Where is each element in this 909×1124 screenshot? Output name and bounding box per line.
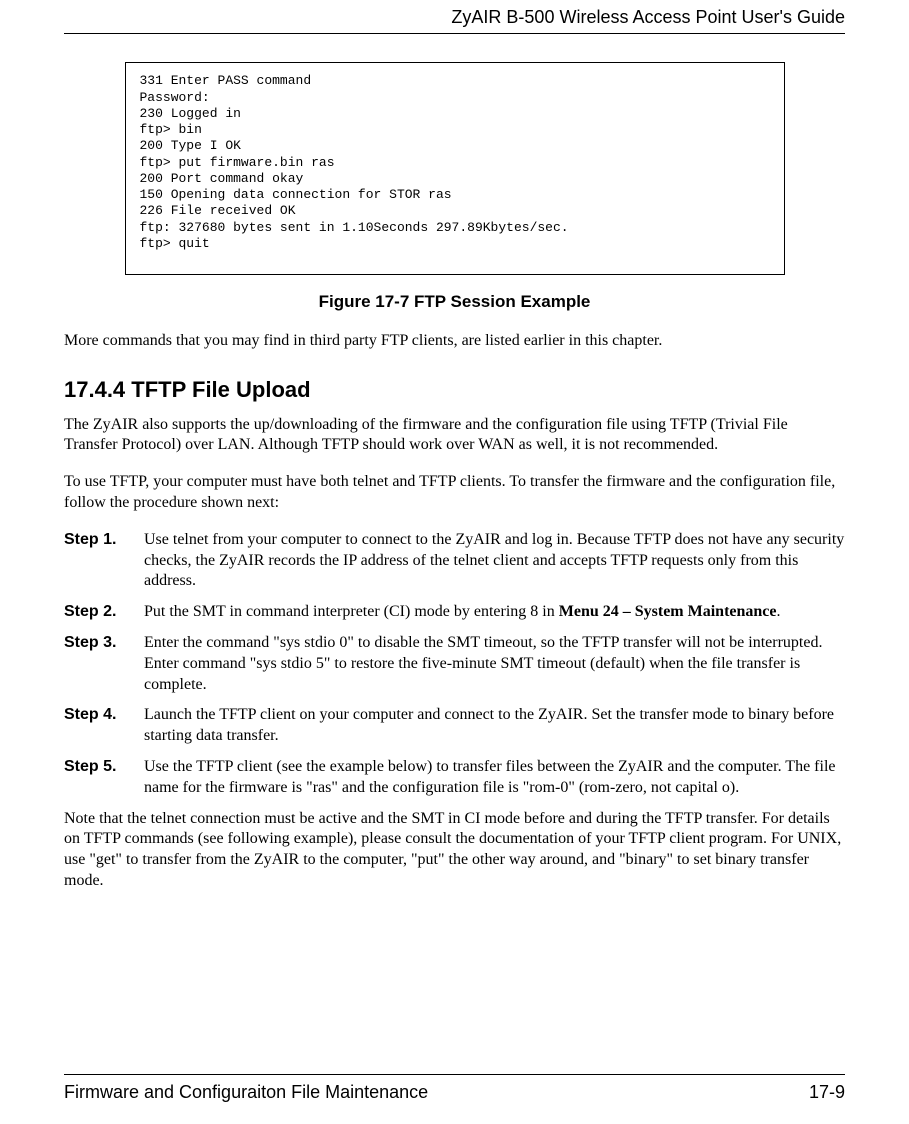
section-number: 17.4.4 [64, 377, 125, 402]
step-text: Use the TFTP client (see the example bel… [144, 757, 845, 799]
section-heading: 17.4.4 TFTP File Upload [64, 376, 845, 405]
code-example-box: 331 Enter PASS command Password: 230 Log… [125, 62, 785, 275]
section-para-2: To use TFTP, your computer must have bot… [64, 472, 845, 514]
step-row: Step 4.Launch the TFTP client on your co… [64, 705, 845, 747]
figure-caption: Figure 17-7 FTP Session Example [64, 291, 845, 313]
running-header: ZyAIR B-500 Wireless Access Point User's… [64, 0, 845, 33]
step-label: Step 5. [64, 757, 144, 799]
footer-page-number: 17-9 [809, 1081, 845, 1104]
step-text: Enter the command "sys stdio 0" to disab… [144, 633, 845, 695]
footer-left: Firmware and Configuraiton File Maintena… [64, 1081, 428, 1104]
section-title: TFTP File Upload [131, 377, 310, 402]
step-text: Use telnet from your computer to connect… [144, 530, 845, 592]
paragraph-after-figure: More commands that you may find in third… [64, 331, 845, 352]
page: ZyAIR B-500 Wireless Access Point User's… [0, 0, 909, 1124]
page-footer: Firmware and Configuraiton File Maintena… [64, 1066, 845, 1104]
step-label: Step 4. [64, 705, 144, 747]
step-label: Step 2. [64, 602, 144, 623]
step-row: Step 1.Use telnet from your computer to … [64, 530, 845, 592]
step-row: Step 3.Enter the command "sys stdio 0" t… [64, 633, 845, 695]
step-label: Step 3. [64, 633, 144, 695]
step-row: Step 5.Use the TFTP client (see the exam… [64, 757, 845, 799]
step-text: Put the SMT in command interpreter (CI) … [144, 602, 845, 623]
section-para-1: The ZyAIR also supports the up/downloadi… [64, 415, 845, 457]
step-text: Launch the TFTP client on your computer … [144, 705, 845, 747]
header-rule [64, 33, 845, 34]
step-row: Step 2.Put the SMT in command interprete… [64, 602, 845, 623]
step-label: Step 1. [64, 530, 144, 592]
closing-paragraph: Note that the telnet connection must be … [64, 809, 845, 892]
steps-list: Step 1.Use telnet from your computer to … [64, 530, 845, 799]
footer-rule [64, 1074, 845, 1075]
